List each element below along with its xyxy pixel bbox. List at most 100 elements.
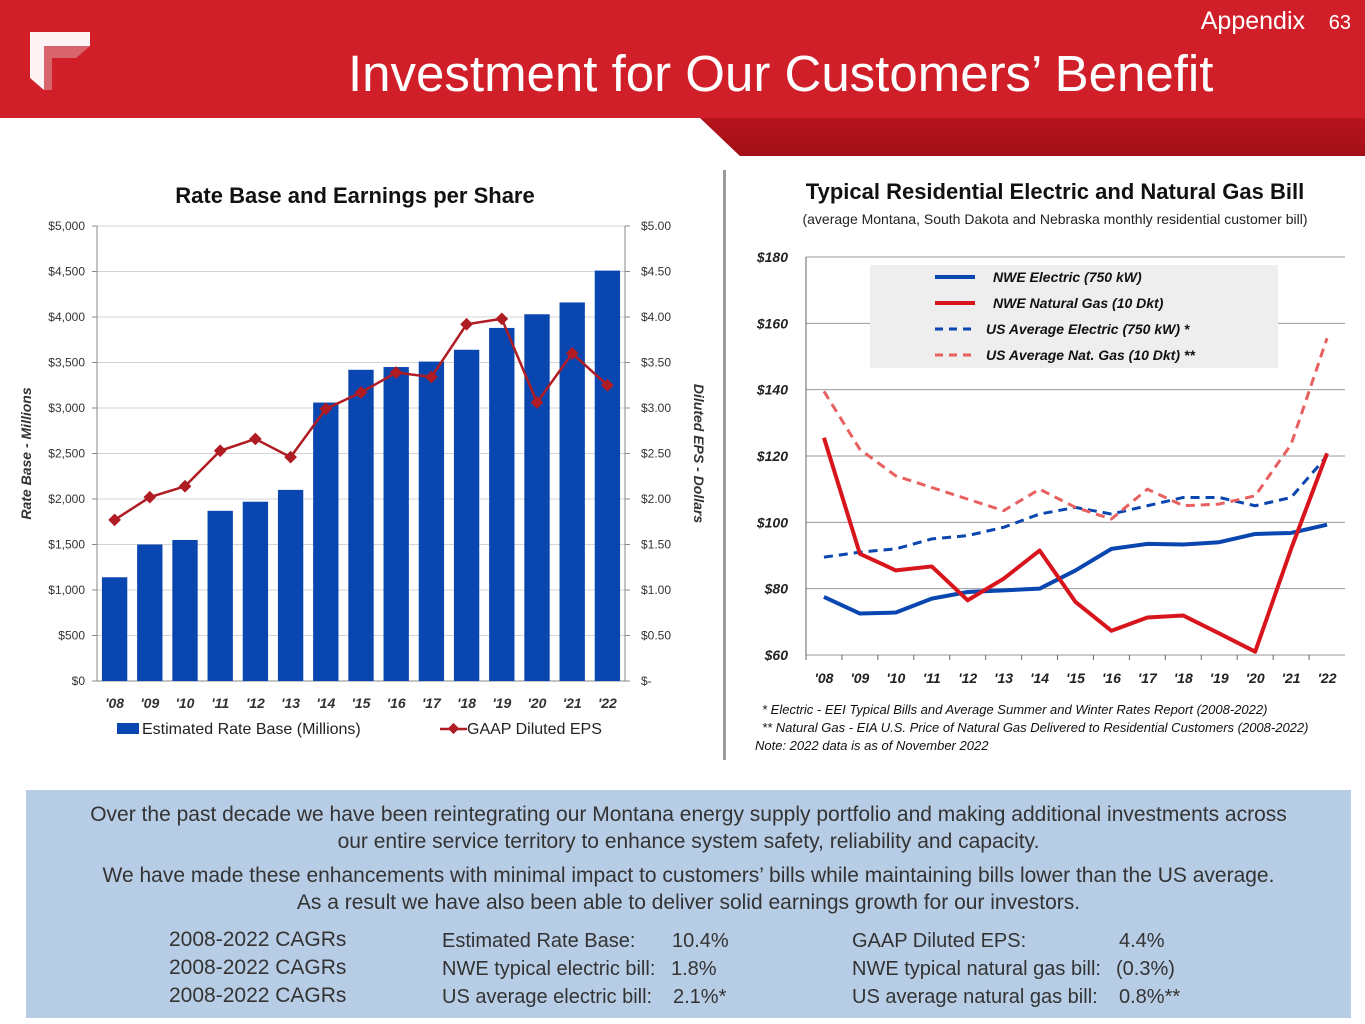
y2-tick-label: $1.00 [641,583,671,597]
footnote: Note: 2022 data is as of November 2022 [755,738,989,753]
cagr-right-name: GAAP Diluted EPS: [852,930,1027,952]
y-tick-label: $140 [756,382,788,398]
cagr-label: 2008-2022 CAGRs [169,984,347,1007]
series-line-3 [822,337,1329,521]
y-tick-label: $60 [764,647,789,663]
cagr-left-name: US average electric bill: [442,986,653,1008]
cagr-label: 2008-2022 CAGRs [169,928,347,951]
cagr-label: 2008-2022 CAGRs [169,956,347,979]
footnote: * Electric - EEI Typical Bills and Avera… [762,702,1267,717]
chart-title: Typical Residential Electric and Natural… [806,179,1304,204]
x-tick-label: '10 [176,695,195,711]
x-tick-label: '18 [457,695,476,711]
y2-tick-label: $4.00 [641,310,671,324]
rate-base-bar [313,402,339,681]
x-tick-label: '19 [1210,670,1229,686]
y-tick-label: $2,500 [48,447,85,461]
x-tick-label: '16 [1102,670,1121,686]
y-axis-label: Rate Base - Millions [18,387,34,519]
y2-tick-label: $3.00 [641,401,671,415]
cagr-right-value: (0.3%) [1116,958,1175,980]
y-tick-label: $1,000 [48,583,85,597]
x-tick-label: '11 [211,695,229,711]
y2-tick-label: $5.00 [641,219,671,233]
eps-point [284,450,297,464]
y-tick-label: $5,000 [48,219,85,233]
x-tick-label: '21 [563,695,582,711]
x-tick-label: '22 [598,695,617,711]
x-tick-label: '17 [422,695,442,711]
x-tick-label: '14 [316,695,335,711]
cagr-left-value: 2.1%* [673,986,727,1008]
legend-label: NWE Electric (750 kW) [993,269,1142,285]
rate-base-bar [418,361,445,681]
rate-base-bar [524,314,550,681]
summary-para2-line1: We have made these enhancements with min… [102,864,1275,887]
y-tick-label: $100 [756,514,788,530]
x-tick-label: '20 [528,695,547,711]
cagr-left-value: 1.8% [671,958,717,980]
eps-point [495,312,509,326]
y-tick-label: $180 [756,249,788,265]
y2-tick-label: $1.50 [641,538,671,552]
rate-base-eps-chart: Rate Base and Earnings per Share $0 $500 $1… [18,183,707,738]
y-tick-label: $4,500 [48,265,85,279]
y-tick-label: $160 [756,315,788,331]
legend-label: US Average Electric (750 kW) * [986,321,1190,337]
y2-axis-label: Diluted EPS - Dollars [691,384,707,523]
summary-panel: Over the past decade we have been reinte… [26,790,1351,1018]
series-line-0 [823,522,1328,616]
eps-point [425,370,438,384]
page-number: 63 [1328,12,1351,34]
x-tick-label: '21 [1282,670,1301,686]
cagr-left-value: 10.4% [672,930,729,952]
legend-label: US Average Nat. Gas (10 Dkt) ** [986,347,1195,363]
rate-base-bar [242,501,269,681]
eps-point [108,513,121,527]
x-tick-label: '10 [886,670,905,686]
series-line-1 [822,437,1329,654]
chart-divider [723,170,726,760]
x-tick-label: '09 [850,670,869,686]
decorative-band [700,118,1365,156]
eps-point [143,490,157,504]
rate-base-bar [453,349,480,681]
summary-para1-line1: Over the past decade we have been reinte… [90,803,1287,826]
rate-base-bar [277,489,304,681]
x-tick-label: '14 [1030,670,1049,686]
x-tick-label: '22 [1318,670,1337,686]
chart-subtitle: (average Montana, South Dakota and Nebra… [802,211,1307,227]
x-tick-label: '12 [958,670,977,686]
legend-eps-marker [447,722,460,735]
y2-tick-label: $2.50 [641,447,671,461]
x-tick-label: '08 [105,695,124,711]
cagr-right-name: US average natural gas bill: [852,986,1098,1008]
y2-tick-label: $- [641,674,652,688]
y-tick-label: $4,000 [48,310,85,324]
legend-label: NWE Natural Gas (10 Dkt) [993,295,1164,311]
x-tick-label: '19 [492,695,511,711]
x-tick-label: '12 [246,695,265,711]
rate-base-bar [172,539,198,681]
x-tick-label: '15 [352,695,371,711]
page-title: Investment for Our Customers’ Benefit [348,45,1214,102]
header-bar: Appendix 63 Investment for Our Customers… [0,0,1365,118]
summary-para2-line2: As a result we have also been able to de… [296,891,1081,914]
y2-tick-label: $3.50 [641,356,671,370]
cagr-right-value: 0.8%** [1119,986,1181,1008]
x-tick-label: '09 [140,695,159,711]
rate-base-bar [383,367,409,681]
rate-base-bar [207,510,233,681]
legend-eps-label: GAAP Diluted EPS [467,721,602,738]
rate-base-bar [348,369,374,681]
legend-box [870,265,1278,368]
y-tick-label: $0 [72,674,86,688]
cagr-left-name: NWE typical electric bill: [442,958,656,980]
x-tick-label: '17 [1138,670,1158,686]
y-tick-label: $3,000 [48,401,85,415]
eps-point [249,432,262,446]
cagr-right-name: NWE typical natural gas bill: [852,958,1101,980]
x-tick-label: '15 [1066,670,1085,686]
x-tick-label: '08 [815,670,834,686]
x-tick-label: '18 [1174,670,1193,686]
